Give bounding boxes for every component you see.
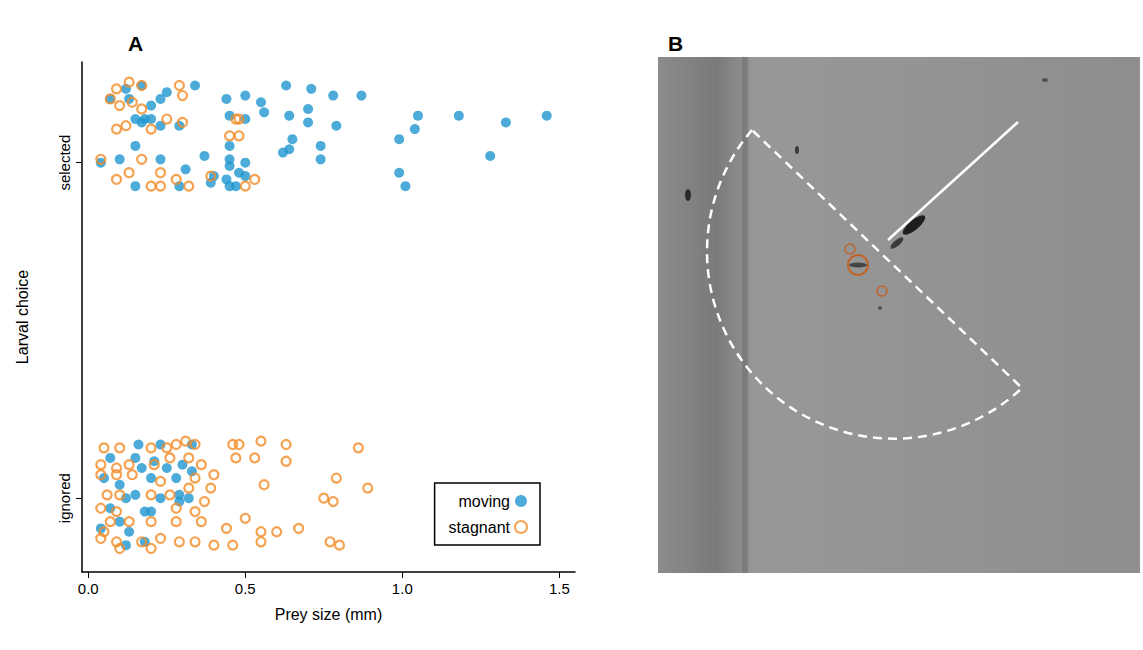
html-text:B: B xyxy=(668,32,684,55)
svg-text:1.0: 1.0 xyxy=(392,580,413,597)
svg-text:0.0: 0.0 xyxy=(78,580,99,597)
svg-text:Prey size (mm): Prey size (mm) xyxy=(275,606,383,623)
svg-text:selected: selected xyxy=(56,135,73,191)
svg-text:0.5: 0.5 xyxy=(235,580,256,597)
svg-text:Larval choice: Larval choice xyxy=(14,270,31,364)
svg-text:ignored: ignored xyxy=(56,473,73,523)
svg-text:stagnant: stagnant xyxy=(449,519,511,536)
html-text:A: A xyxy=(128,32,144,55)
svg-text:1.5: 1.5 xyxy=(549,580,570,597)
svg-text:moving: moving xyxy=(458,493,510,510)
